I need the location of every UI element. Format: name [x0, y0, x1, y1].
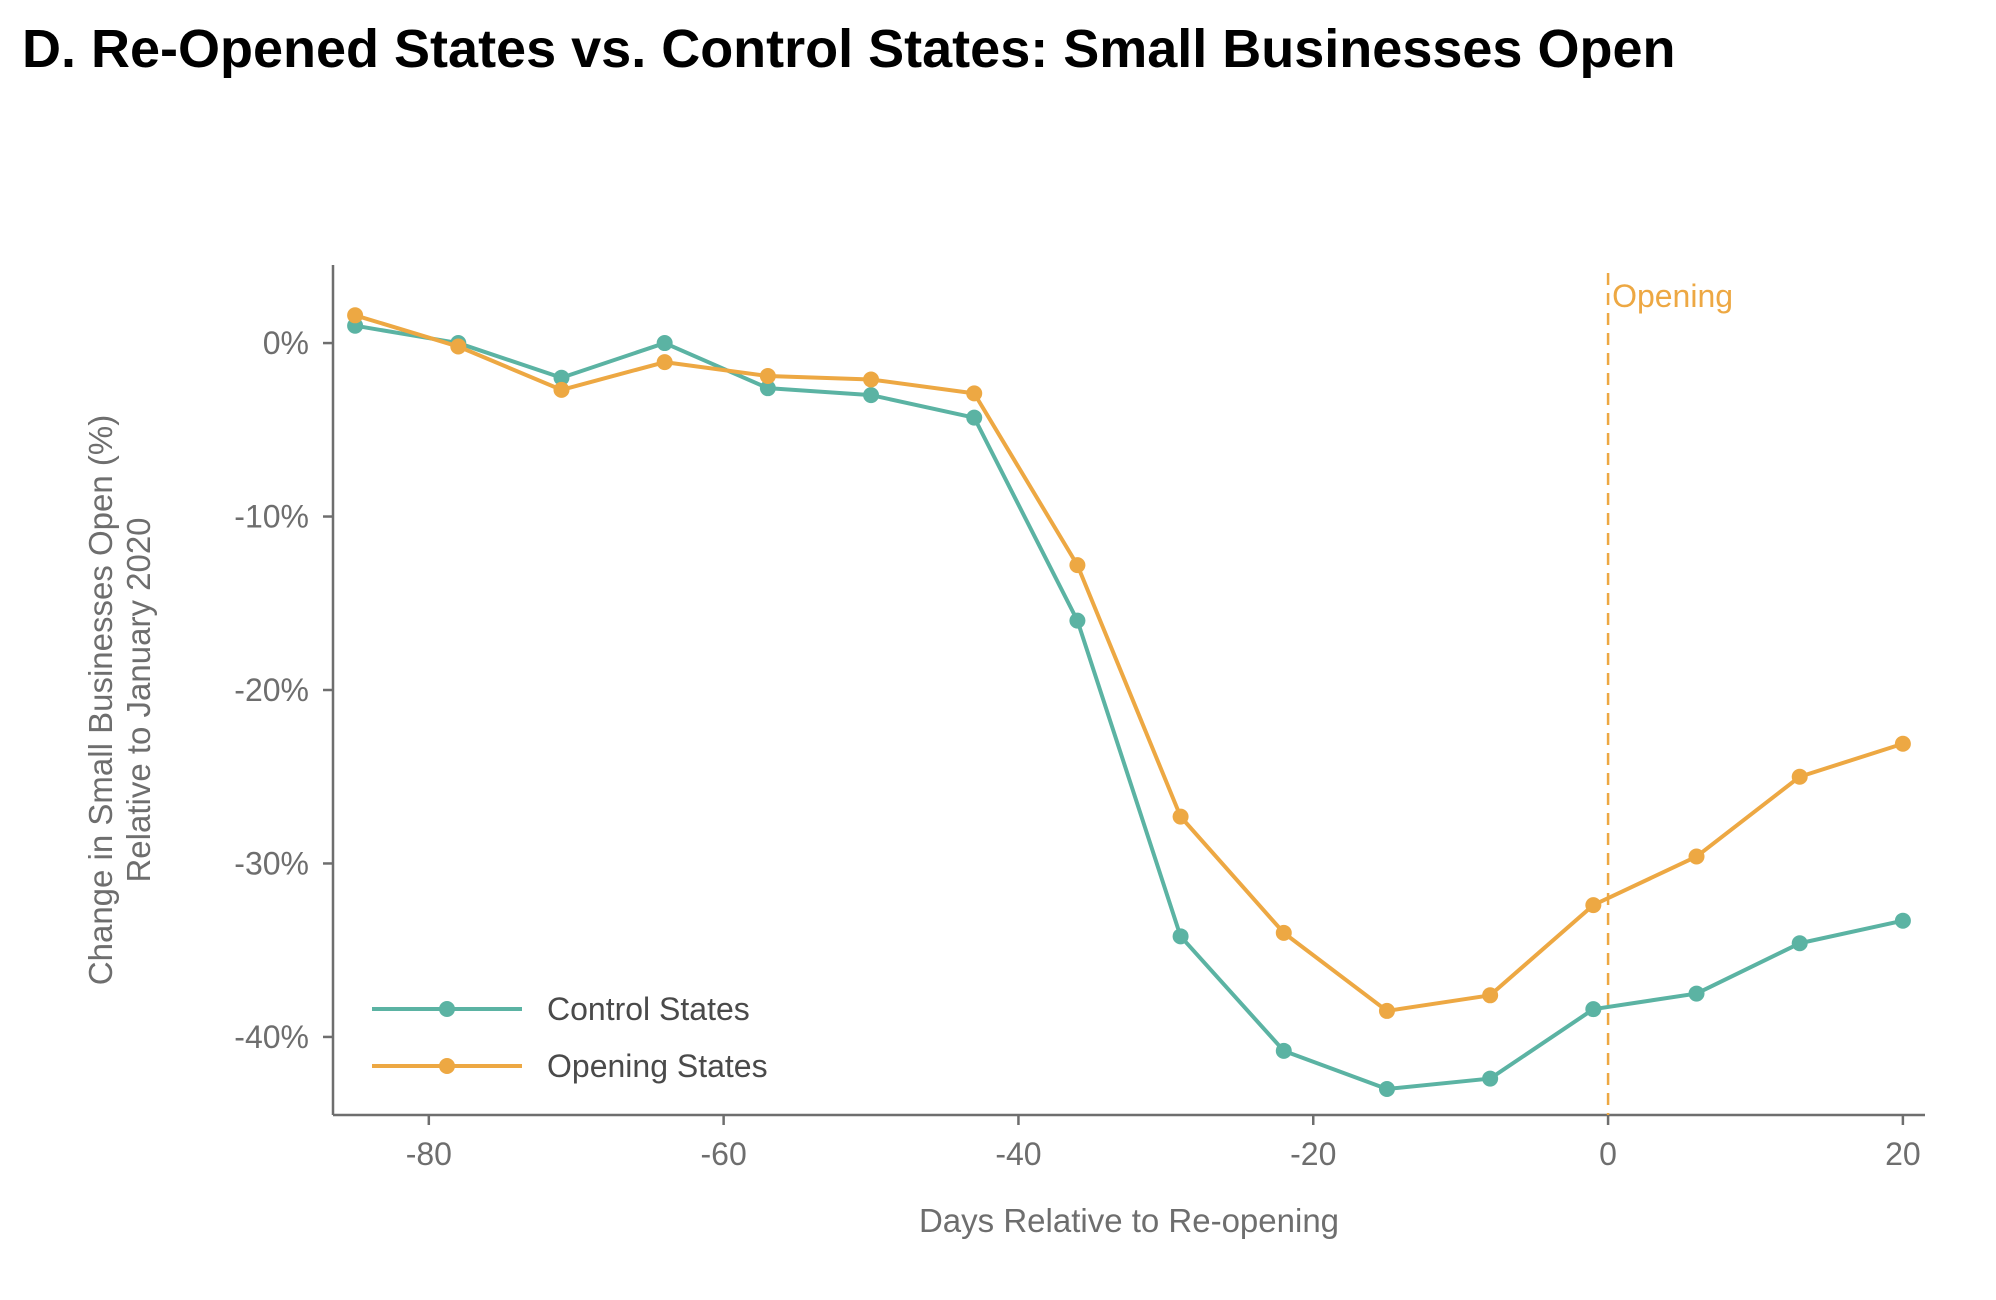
x-tick-label: -80: [406, 1136, 452, 1172]
x-axis-label: Days Relative to Re-opening: [919, 1202, 1339, 1239]
opening-states-point: [553, 381, 570, 398]
control-states-point: [1378, 1080, 1395, 1097]
opening-states-point: [450, 338, 467, 355]
opening-states-point: [1894, 735, 1911, 752]
control-states-point: [656, 335, 673, 352]
y-axis-label: Change in Small Businesses Open (%)Relat…: [82, 415, 157, 985]
legend-label-opening-states: Opening States: [547, 1048, 768, 1084]
y-tick-label: 0%: [263, 325, 309, 361]
opening-label: Opening: [1612, 278, 1733, 314]
y-axis-ticks: 0% -10% -20% -30% -40%: [234, 325, 333, 1055]
opening-states-point: [1791, 768, 1808, 785]
y-tick-label: -40%: [234, 1019, 309, 1055]
x-tick-label: -40: [995, 1136, 1041, 1172]
x-axis-ticks: -80 -60 -40 -20 0 20: [406, 1115, 1921, 1172]
x-tick-label: -20: [1290, 1136, 1336, 1172]
control-states-point: [1069, 612, 1086, 629]
opening-states-point: [1688, 848, 1705, 865]
legend-marker-control-states: [439, 1001, 455, 1017]
opening-states-point: [1069, 557, 1086, 574]
opening-states-point: [966, 385, 983, 402]
opening-states-point: [1275, 924, 1292, 941]
opening-states-point: [347, 307, 364, 324]
control-states-point: [1688, 985, 1705, 1002]
control-states-point: [1585, 1001, 1602, 1018]
opening-states-point: [759, 368, 776, 385]
legend: Control States Opening States: [372, 991, 768, 1084]
control-states-line: [353, 323, 1905, 1091]
opening-states-point: [863, 371, 880, 388]
control-states-point: [1275, 1042, 1292, 1059]
control-states-point: [759, 380, 776, 397]
opening-states-point: [1172, 808, 1189, 825]
annotations: Opening: [1606, 273, 1733, 1115]
control-states-point: [1791, 935, 1808, 952]
control-states-point: [553, 369, 570, 386]
opening-states-point: [1378, 1002, 1395, 1019]
y-tick-label: -20%: [234, 672, 309, 708]
legend-label-control-states: Control States: [547, 991, 750, 1027]
y-axis-label-line: Change in Small Businesses Open (%): [82, 415, 119, 985]
y-tick-label: -30%: [234, 845, 309, 881]
control-states-point: [863, 387, 880, 404]
control-states-point: [1894, 912, 1911, 929]
series-group: [347, 307, 1911, 1097]
control-states-point: [966, 409, 983, 426]
x-tick-label: 0: [1599, 1136, 1617, 1172]
opening-states-point: [656, 354, 673, 371]
x-tick-label: 20: [1885, 1136, 1921, 1172]
x-tick-label: -60: [701, 1136, 747, 1172]
y-axis-label-line: Relative to January 2020: [120, 517, 157, 882]
legend-marker-opening-states: [439, 1058, 455, 1074]
chart-title: D. Re-Opened States vs. Control States: …: [22, 19, 1676, 79]
opening-states-line: [353, 313, 1905, 1013]
opening-states-point: [1482, 987, 1499, 1004]
control-states-point: [1172, 928, 1189, 945]
opening-states-point: [1585, 897, 1602, 914]
y-tick-label: -10%: [234, 499, 309, 535]
control-states-point: [1482, 1070, 1499, 1087]
